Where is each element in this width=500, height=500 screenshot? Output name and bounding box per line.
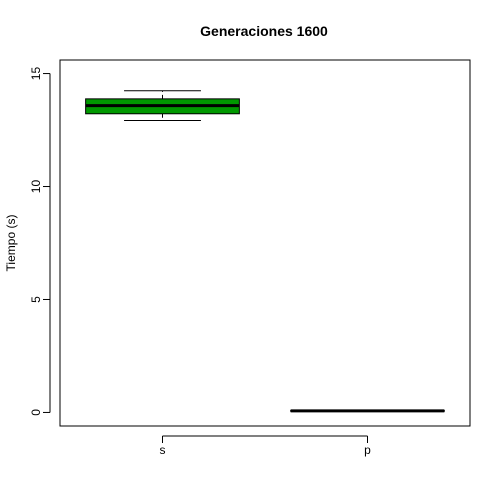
box-s <box>85 90 240 122</box>
x-tick-label: p <box>364 443 371 457</box>
box-p <box>290 409 445 413</box>
chart-title: Generaciones 1600 <box>200 23 328 39</box>
y-tick-label: 5 <box>29 296 43 303</box>
y-tick-label: 0 <box>29 409 43 416</box>
y-axis-label: Tiempo (s) <box>4 215 18 272</box>
plot-frame <box>59 59 471 427</box>
y-tick-label: 10 <box>29 180 43 194</box>
y-axis: 0 5 10 15 <box>29 67 51 416</box>
y-tick-label: 15 <box>29 67 43 81</box>
box-series <box>85 90 445 413</box>
x-tick-label: s <box>160 443 166 457</box>
